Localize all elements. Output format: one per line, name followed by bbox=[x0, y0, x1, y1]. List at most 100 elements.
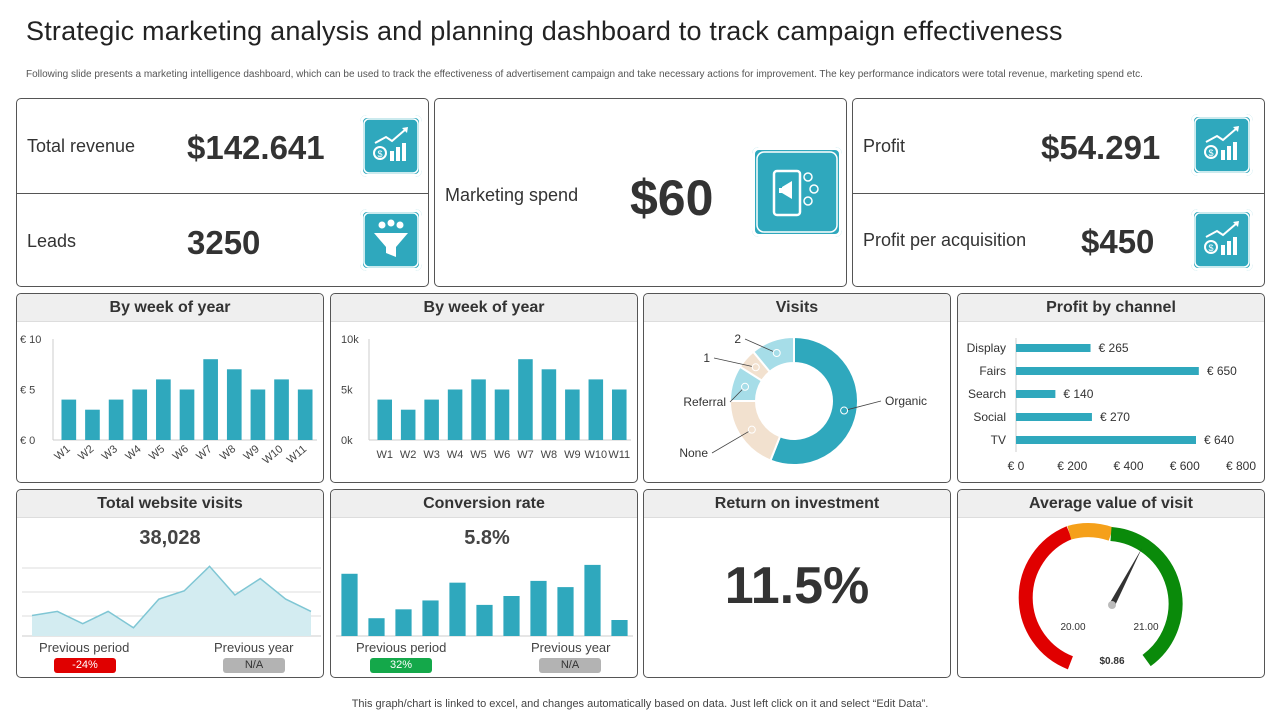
conversion-prev-label: Previous period bbox=[356, 640, 447, 655]
svg-text:$: $ bbox=[1208, 148, 1213, 158]
x-tick-label: W6 bbox=[171, 443, 191, 463]
website-year-label: Previous year bbox=[214, 640, 294, 655]
bar bbox=[541, 369, 557, 440]
page-title: Strategic marketing analysis and plannin… bbox=[26, 16, 1063, 46]
svg-text:$: $ bbox=[1208, 243, 1213, 253]
bar bbox=[1016, 390, 1056, 398]
x-tick-label: W10 bbox=[585, 449, 608, 461]
bar bbox=[297, 389, 313, 440]
y-tick-label: 10k bbox=[341, 334, 359, 346]
week-k-title: By week of year bbox=[331, 294, 637, 322]
leader-dot bbox=[747, 425, 756, 434]
y-tick-label: 0k bbox=[341, 435, 353, 447]
x-tick-label: W5 bbox=[470, 449, 487, 461]
bar bbox=[250, 389, 266, 440]
bar bbox=[368, 618, 385, 636]
x-tick-label: W8 bbox=[541, 449, 558, 461]
profit-value: $54.291 bbox=[1041, 129, 1161, 166]
bar bbox=[503, 596, 520, 636]
leader-dot bbox=[741, 382, 750, 391]
area-fill bbox=[32, 566, 311, 636]
profit-label: Profit bbox=[863, 136, 906, 156]
slice-label: 1 bbox=[703, 351, 710, 365]
value-label: € 640 bbox=[1204, 433, 1234, 447]
conversion-prev-badge: 32% bbox=[370, 658, 432, 673]
x-tick-label: W11 bbox=[285, 443, 309, 466]
bar bbox=[449, 582, 466, 636]
mobile-marketing-icon bbox=[752, 147, 842, 237]
x-tick-label: W1 bbox=[376, 449, 393, 461]
y-tick-label: € 10 bbox=[20, 334, 41, 346]
x-tick-label: W7 bbox=[517, 449, 534, 461]
bar bbox=[395, 609, 412, 636]
bar bbox=[518, 359, 533, 440]
leader-line bbox=[713, 357, 756, 368]
conversion-rate-value: 5.8% bbox=[464, 527, 510, 549]
bar bbox=[494, 389, 510, 440]
bar bbox=[447, 389, 463, 440]
slice-label: None bbox=[679, 446, 708, 460]
category-label: Display bbox=[967, 341, 1006, 355]
week-euro-panel: By week of year € 0 € 5 € 10 W1 W2 W3 W4 W5 W6 W7… bbox=[16, 293, 324, 483]
week-euro-title: By week of year bbox=[17, 294, 323, 322]
bar bbox=[611, 620, 628, 636]
marketing-spend-label: Marketing spend bbox=[445, 185, 579, 205]
bar bbox=[557, 587, 574, 636]
bar bbox=[584, 564, 601, 636]
gauge-needle bbox=[1109, 548, 1142, 607]
bar bbox=[530, 580, 547, 636]
x-tick-label: W4 bbox=[447, 449, 464, 461]
channel-title: Profit by channel bbox=[958, 294, 1264, 322]
bar bbox=[588, 379, 604, 440]
website-area-chart bbox=[22, 565, 321, 637]
value-label: € 140 bbox=[1063, 387, 1093, 401]
category-label: TV bbox=[991, 433, 1006, 447]
x-tick-label: € 600 bbox=[1170, 459, 1200, 473]
x-tick-label: € 0 bbox=[1008, 459, 1025, 473]
bar bbox=[1016, 436, 1196, 444]
gauge-left-label: 20.00 bbox=[1060, 622, 1085, 633]
revenue-chart-icon: $ bbox=[360, 115, 422, 177]
gauge-right-label: 21.00 bbox=[1133, 622, 1158, 633]
gauge-orange-arc bbox=[1067, 523, 1114, 541]
gauge-hub bbox=[1108, 601, 1116, 609]
bar bbox=[341, 573, 358, 636]
week-k-panel: By week of year 0k 5k 10k W1 W2 W3 W4 W5 W6 W7 W8 W… bbox=[330, 293, 638, 483]
donut-slice bbox=[769, 335, 859, 466]
leader-line bbox=[711, 429, 753, 454]
kpi-card-left: Total revenue $142.641 $ Leads 3250 bbox=[16, 98, 429, 287]
slice-label: Organic bbox=[885, 394, 927, 408]
slice-label: Referral bbox=[683, 395, 726, 409]
x-tick-label: W2 bbox=[400, 449, 417, 461]
x-tick-label: € 200 bbox=[1057, 459, 1087, 473]
x-tick-label: W9 bbox=[564, 449, 581, 461]
profit-chart-icon: $ bbox=[1191, 114, 1253, 176]
visits-panel: Visits Organic None Referral 1 2 bbox=[643, 293, 951, 483]
bar bbox=[108, 399, 124, 440]
leads-label: Leads bbox=[27, 231, 77, 251]
website-panel: Total website visits 38,028 Previous per… bbox=[16, 489, 324, 678]
bar bbox=[156, 379, 171, 440]
bar bbox=[132, 389, 148, 440]
channel-panel: Profit by channel Display € 265 Fairs € 650… bbox=[957, 293, 1265, 483]
gauge-green-arc bbox=[1110, 527, 1183, 667]
x-tick-label: W9 bbox=[241, 443, 261, 463]
conversion-panel: Conversion rate 5.8% Previous period Pre… bbox=[330, 489, 638, 678]
website-prev-label: Previous period bbox=[39, 640, 130, 655]
bar bbox=[422, 600, 439, 636]
conversion-title: Conversion rate bbox=[331, 490, 637, 518]
kpi-divider bbox=[853, 193, 1264, 194]
x-tick-label: W10 bbox=[260, 443, 285, 467]
x-tick-label: W4 bbox=[123, 443, 143, 463]
week-k-chart: 0k 5k 10k W1 W2 W3 W4 W5 W6 W7 W8 W9 W10 W11 bbox=[341, 334, 631, 461]
svg-text:$: $ bbox=[377, 149, 382, 159]
bar bbox=[612, 389, 627, 440]
footer-note: This graph/chart is linked to excel, and… bbox=[351, 698, 929, 710]
x-tick-label: W5 bbox=[147, 443, 167, 463]
website-year-badge: N/A bbox=[223, 658, 285, 673]
roi-value: 11.5% bbox=[724, 557, 870, 615]
visits-title: Visits bbox=[644, 294, 950, 322]
bar bbox=[1016, 367, 1199, 375]
visits-chart: Organic None Referral 1 2 bbox=[679, 332, 927, 466]
